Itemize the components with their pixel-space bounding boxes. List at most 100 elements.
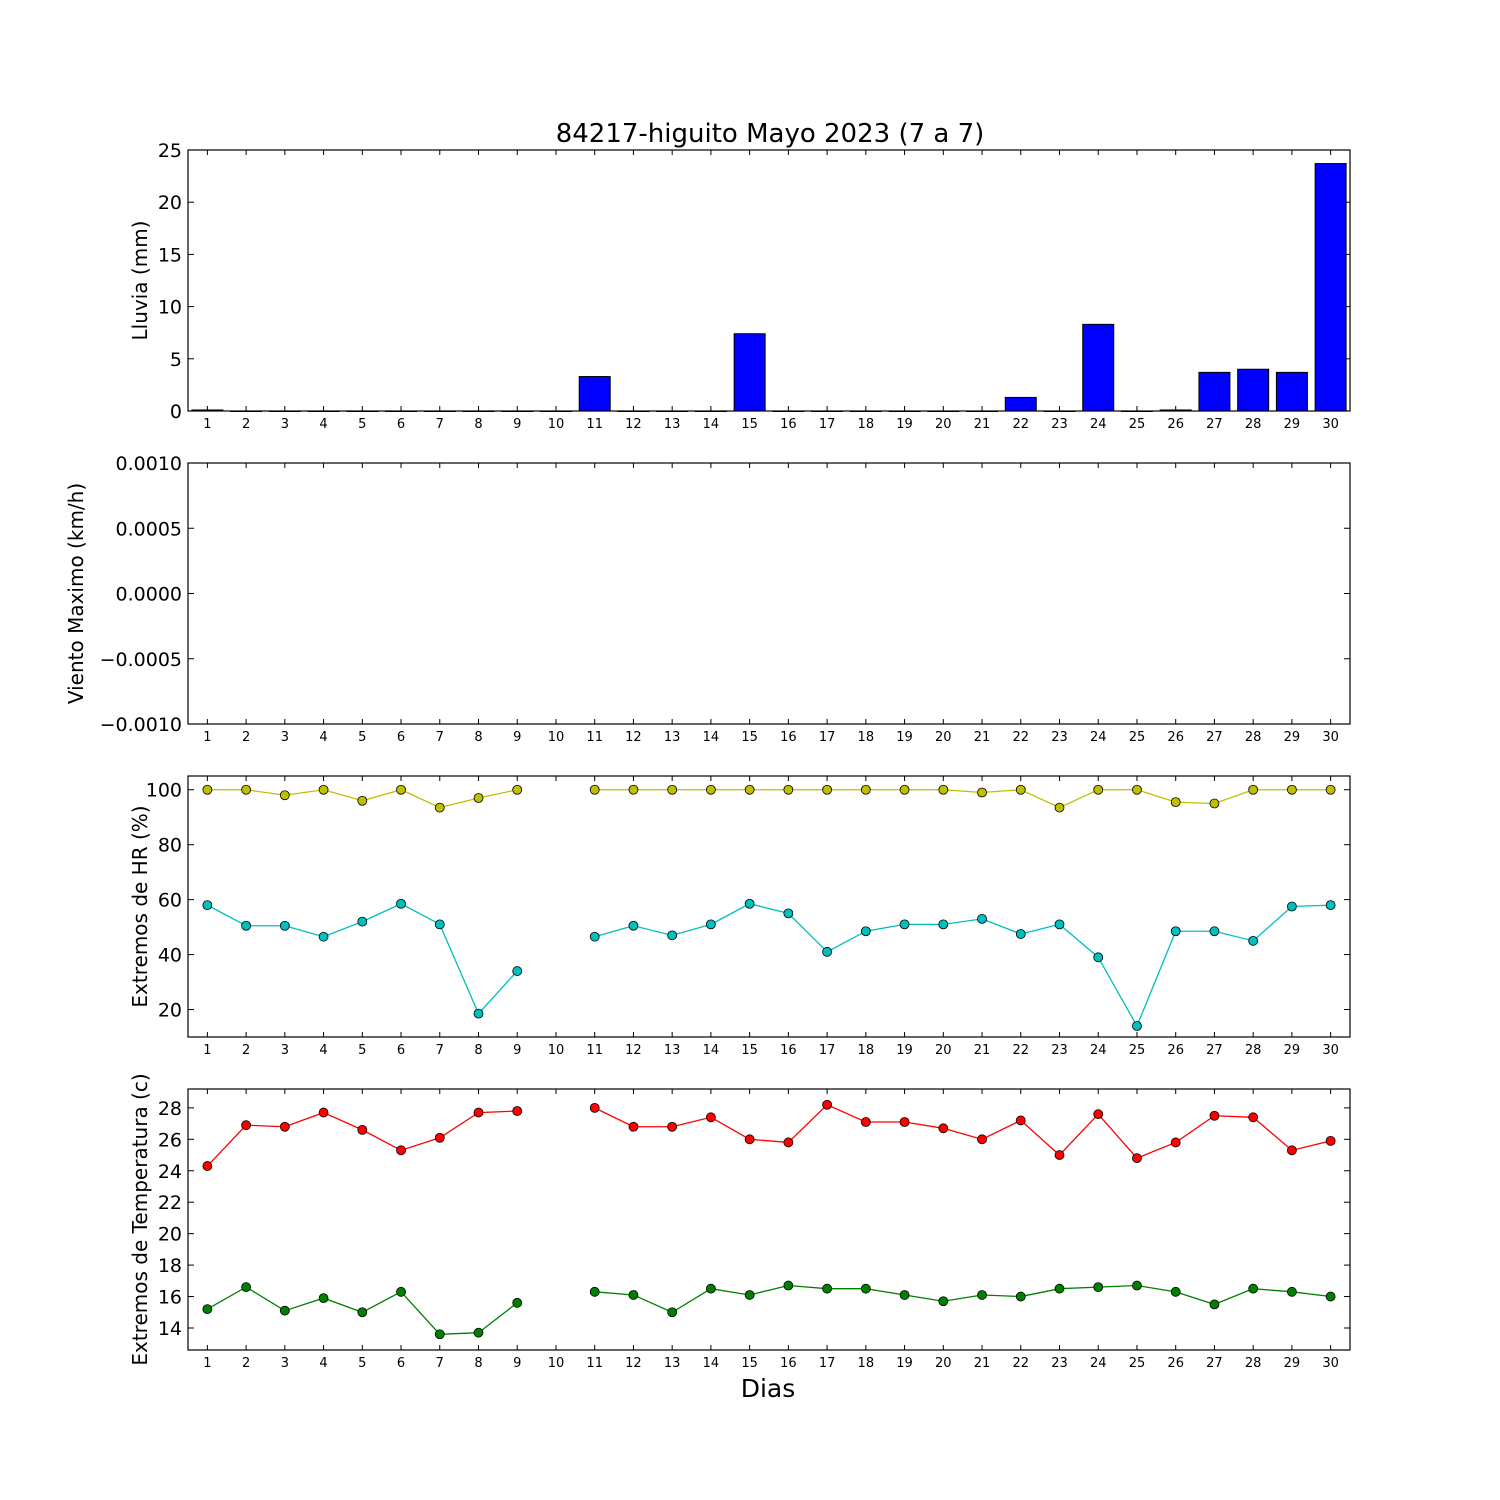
wind-xtick-label: 24 [1090,730,1107,745]
rain-bar [849,410,882,412]
hr-xtick-label: 10 [548,1043,565,1058]
hr-min-point [706,919,716,930]
temp-min-point [783,1280,794,1291]
hr-min-point [318,931,329,942]
hr-max-point [473,793,484,803]
temp-ytick-label: 20 [158,1224,182,1246]
temp-xtick-label: 16 [780,1356,797,1371]
temp-min-point [396,1286,406,1297]
hr-min-point [938,919,949,930]
hr-min-point [279,920,290,931]
temp-max-point [473,1107,484,1118]
rain-xtick-label: 16 [780,417,797,432]
rain-xtick-label: 27 [1206,417,1223,432]
temp-xtick-label: 4 [319,1356,327,1371]
wind-xtick-label: 26 [1167,730,1184,745]
rain-xtick-label: 12 [625,417,642,432]
rain-xtick-label: 25 [1129,417,1146,432]
hr-xtick-label: 28 [1245,1043,1262,1058]
hr-min-point [1132,1021,1142,1031]
rain-bar [888,410,921,412]
rain-bar [927,410,960,412]
hr-xtick-label: 26 [1167,1043,1184,1058]
hr-max-point [357,795,368,806]
wind-xtick-label: 28 [1245,730,1262,745]
temp-xtick-label: 2 [242,1356,250,1371]
wind-xtick-label: 16 [780,730,797,745]
rain-xtick-label: 11 [586,417,603,432]
hr-max-point [241,784,252,795]
temp-max-point [628,1121,639,1132]
temp-xtick-label: 9 [513,1356,521,1371]
temp-xtick-label: 14 [703,1356,720,1371]
hr-xtick-label: 12 [625,1043,642,1058]
temp-max-point [744,1134,755,1145]
hr-max-point [860,784,871,795]
rain-xtick-label: 7 [436,417,444,432]
wind-xtick-label: 25 [1129,730,1146,745]
hr-min-point [783,908,794,919]
hr-max-point [1170,797,1181,807]
temp-min-point [1093,1282,1104,1293]
hr-xtick-label: 19 [896,1043,913,1058]
hr-min-point [1325,900,1336,911]
rain-xtick-label: 10 [548,417,565,432]
rain-xtick-label: 19 [896,417,913,432]
temp-xtick-label: 17 [819,1356,836,1371]
wind-xtick-label: 5 [358,730,366,745]
rain-bar [539,410,572,412]
temp-min-point [822,1283,832,1294]
hr-max-point [1325,784,1336,795]
wind-xtick-label: 4 [319,730,327,745]
wind-xtick-label: 1 [203,730,211,745]
wind-ytick-label: −0.0010 [100,714,182,736]
hr-min-point [822,946,832,957]
wind-xtick-label: 22 [1012,730,1029,745]
temp-ytick-label: 14 [158,1318,182,1340]
temp-min-point [434,1329,445,1340]
rain-bar [694,410,727,412]
hr-max-point [706,784,716,795]
rain-xtick-label: 26 [1167,417,1184,432]
rain-bar [1237,368,1270,412]
hr-xtick-label: 7 [436,1043,444,1058]
wind-xtick-label: 3 [281,730,289,745]
temp-min-point [628,1290,639,1300]
rain-xtick-label: 14 [703,417,720,432]
rain-xtick-label: 30 [1322,417,1339,432]
temp-max-point [512,1106,523,1116]
temp-xtick-label: 28 [1245,1356,1262,1371]
hr-max-point [899,784,910,795]
hr-xtick-label: 21 [974,1043,991,1058]
wind-xtick-label: 30 [1322,730,1339,745]
rain-xtick-label: 23 [1051,417,1068,432]
rain-bar [617,410,650,412]
hr-xtick-label: 11 [586,1043,603,1058]
hr-max-point [589,784,600,795]
rain-xtick-label: 15 [741,417,758,432]
hr-xtick-label: 1 [203,1043,211,1058]
rain-bar [1004,396,1037,412]
hr-ytick-label: 80 [158,835,182,857]
wind-xtick-label: 27 [1206,730,1223,745]
hr-xtick-label: 5 [358,1043,366,1058]
wind-xtick-label: 2 [242,730,250,745]
temp-max-point [1132,1153,1142,1164]
temp-xtick-label: 24 [1090,1356,1107,1371]
temp-xtick-label: 30 [1322,1356,1339,1371]
rain-xtick-label: 8 [474,417,482,432]
temp-min-point [706,1283,716,1294]
rain-xtick-label: 3 [281,417,289,432]
wind-xtick-label: 6 [397,730,405,745]
rain-bar [1120,410,1153,412]
rain-bar [501,410,534,412]
rain-bar [346,410,379,412]
hr-max-point [938,784,949,795]
temp-max-point [1015,1115,1026,1126]
temp-xtick-label: 15 [741,1356,758,1371]
hr-xtick-label: 6 [397,1043,405,1058]
temp-max-point [706,1112,716,1123]
rain-xtick-label: 29 [1284,417,1301,432]
temp-max-point [1093,1109,1104,1120]
rain-xtick-label: 18 [858,417,875,432]
